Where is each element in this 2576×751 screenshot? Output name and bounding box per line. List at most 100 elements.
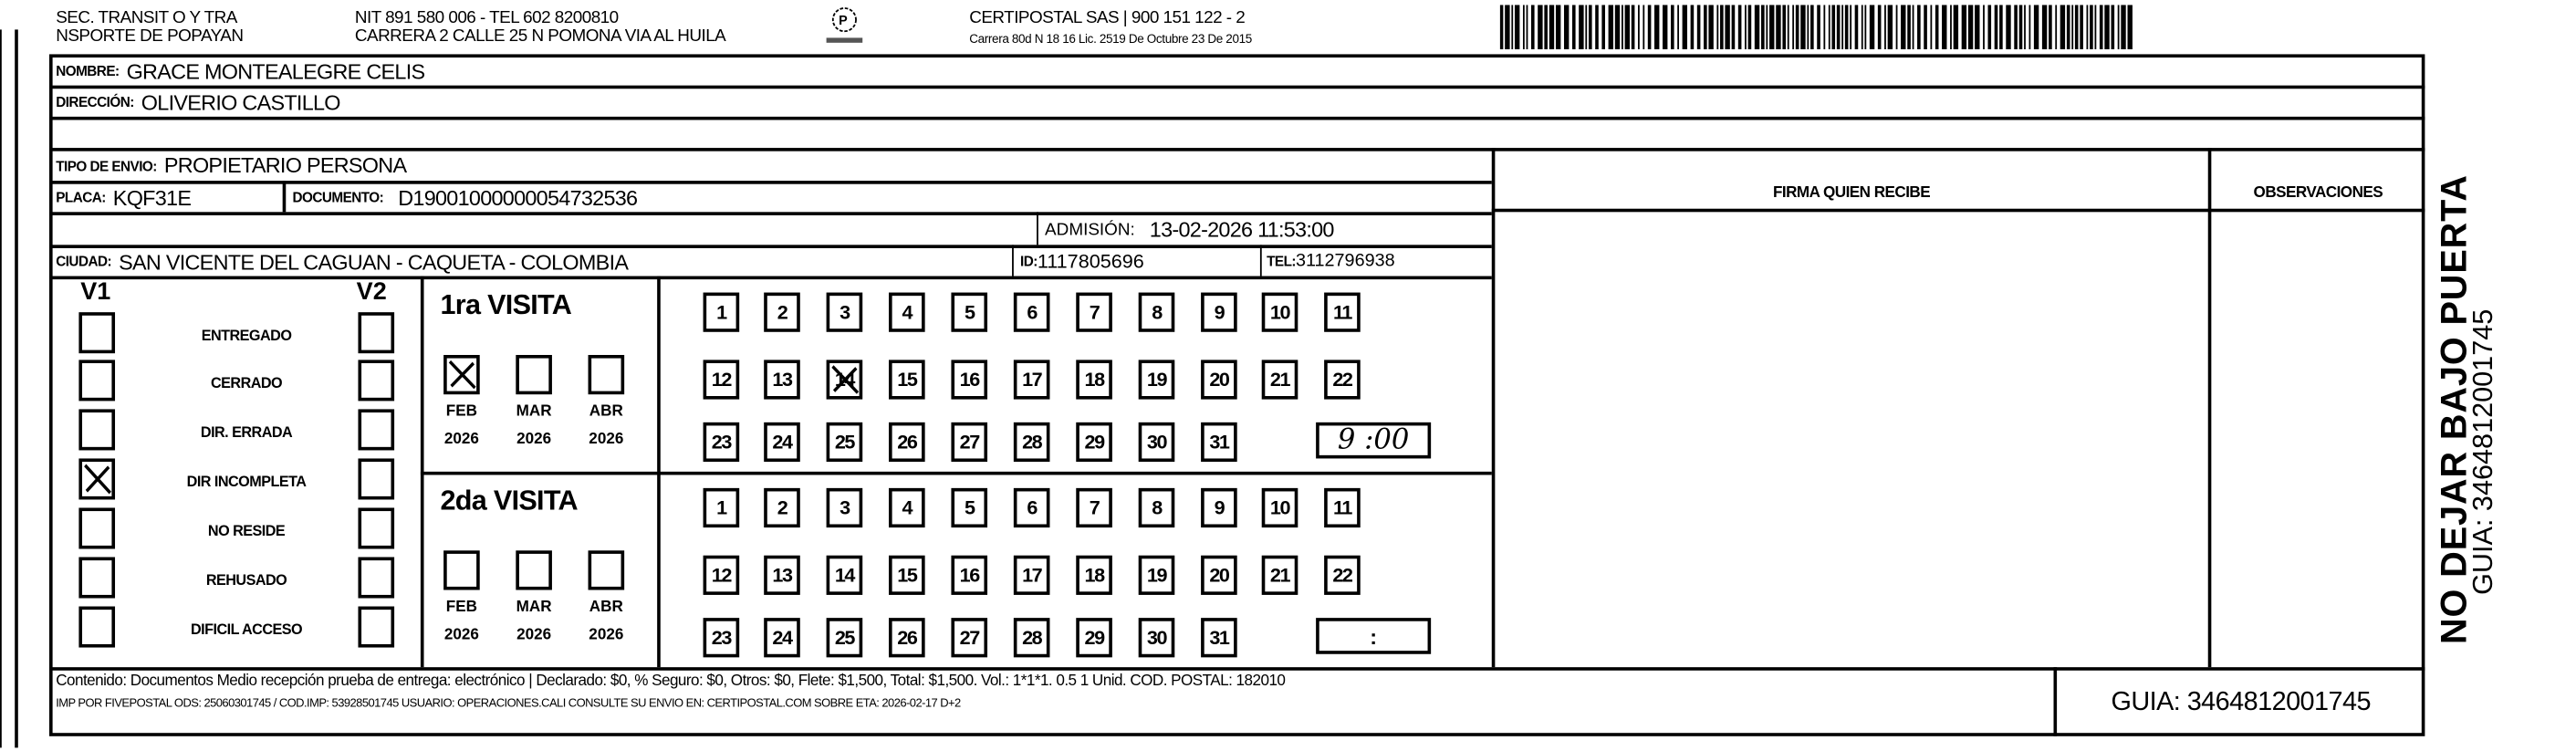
day-box-16[interactable]: 16 bbox=[951, 360, 988, 400]
month-checkbox-mar[interactable] bbox=[516, 354, 552, 395]
day-box-21[interactable]: 21 bbox=[1261, 555, 1298, 595]
day-box-4[interactable]: 4 bbox=[889, 292, 925, 332]
day-box-25[interactable]: 25 bbox=[826, 422, 863, 463]
day-box-13[interactable]: 13 bbox=[764, 555, 800, 595]
v1-checkbox[interactable] bbox=[78, 409, 116, 451]
day-box-15[interactable]: 15 bbox=[889, 360, 925, 400]
day-box-25[interactable]: 25 bbox=[826, 618, 863, 658]
day-box-29[interactable]: 29 bbox=[1076, 618, 1112, 658]
day-box-17[interactable]: 17 bbox=[1013, 360, 1050, 400]
time-field[interactable]: : bbox=[1316, 618, 1432, 654]
day-box-24[interactable]: 24 bbox=[764, 422, 800, 463]
day-box-26[interactable]: 26 bbox=[889, 618, 925, 658]
day-box-20[interactable]: 20 bbox=[1201, 360, 1237, 400]
day-box-20[interactable]: 20 bbox=[1201, 555, 1237, 595]
day-box-21[interactable]: 21 bbox=[1261, 360, 1298, 400]
v2-checkbox[interactable] bbox=[358, 507, 395, 549]
time-field[interactable]: 9 :00 bbox=[1316, 422, 1432, 459]
day-box-27[interactable]: 27 bbox=[951, 618, 988, 658]
day-box-6[interactable]: 6 bbox=[1013, 292, 1050, 332]
sender-line1: SEC. TRANSIT O Y TRA bbox=[56, 8, 237, 28]
day-box-14[interactable]: 14 bbox=[826, 360, 863, 400]
day-box-29[interactable]: 29 bbox=[1076, 422, 1112, 463]
v1-checkbox[interactable] bbox=[78, 458, 116, 500]
month-checkbox-abr[interactable] bbox=[588, 550, 625, 590]
day-box-3[interactable]: 3 bbox=[826, 292, 863, 332]
day-box-16[interactable]: 16 bbox=[951, 555, 988, 595]
day-box-19[interactable]: 19 bbox=[1138, 360, 1175, 400]
day-box-10[interactable]: 10 bbox=[1261, 292, 1298, 332]
day-box-4[interactable]: 4 bbox=[889, 487, 925, 528]
v2-checkbox[interactable] bbox=[358, 312, 395, 354]
v2-checkbox[interactable] bbox=[358, 606, 395, 648]
v1-checkbox[interactable] bbox=[78, 312, 116, 354]
day-box-9[interactable]: 9 bbox=[1201, 292, 1237, 332]
day-box-22[interactable]: 22 bbox=[1324, 555, 1361, 595]
day-box-30[interactable]: 30 bbox=[1138, 422, 1175, 463]
barcode-bar bbox=[1716, 5, 1719, 50]
day-number: 13 bbox=[772, 563, 793, 587]
day-box-12[interactable]: 12 bbox=[703, 360, 740, 400]
day-box-18[interactable]: 18 bbox=[1076, 555, 1112, 595]
status-label: CERRADO bbox=[210, 374, 283, 391]
barcode-bar bbox=[1708, 5, 1714, 50]
day-box-17[interactable]: 17 bbox=[1013, 555, 1050, 595]
month-checkbox-feb[interactable] bbox=[443, 550, 480, 590]
day-box-9[interactable]: 9 bbox=[1201, 487, 1237, 528]
barcode-bar bbox=[1942, 5, 1947, 50]
day-box-30[interactable]: 30 bbox=[1138, 618, 1175, 658]
day-number: 16 bbox=[959, 563, 981, 587]
day-box-28[interactable]: 28 bbox=[1013, 422, 1050, 463]
v2-checkbox[interactable] bbox=[358, 360, 395, 402]
signature-area[interactable] bbox=[1495, 212, 2207, 667]
day-box-11[interactable]: 11 bbox=[1324, 487, 1361, 528]
month-checkbox-mar[interactable] bbox=[516, 550, 552, 590]
day-box-26[interactable]: 26 bbox=[889, 422, 925, 463]
observaciones-area[interactable] bbox=[2211, 212, 2425, 667]
day-box-8[interactable]: 8 bbox=[1138, 292, 1175, 332]
day-box-28[interactable]: 28 bbox=[1013, 618, 1050, 658]
divider bbox=[282, 181, 287, 213]
month-checkbox-abr[interactable] bbox=[588, 354, 625, 395]
day-box-23[interactable]: 23 bbox=[703, 618, 740, 658]
v2-checkbox[interactable] bbox=[358, 557, 395, 599]
day-box-24[interactable]: 24 bbox=[764, 618, 800, 658]
month-checkbox-feb[interactable] bbox=[443, 354, 480, 395]
day-box-3[interactable]: 3 bbox=[826, 487, 863, 528]
v2-checkbox[interactable] bbox=[358, 409, 395, 451]
day-box-19[interactable]: 19 bbox=[1138, 555, 1175, 595]
day-box-10[interactable]: 10 bbox=[1261, 487, 1298, 528]
day-box-12[interactable]: 12 bbox=[703, 555, 740, 595]
day-box-2[interactable]: 2 bbox=[764, 292, 800, 332]
day-box-6[interactable]: 6 bbox=[1013, 487, 1050, 528]
v2-checkbox[interactable] bbox=[358, 458, 395, 500]
day-box-18[interactable]: 18 bbox=[1076, 360, 1112, 400]
ciudad-value: SAN VICENTE DEL CAGUAN - CAQUETA - COLOM… bbox=[119, 248, 629, 274]
day-box-11[interactable]: 11 bbox=[1324, 292, 1361, 332]
day-box-31[interactable]: 31 bbox=[1201, 422, 1237, 463]
day-box-23[interactable]: 23 bbox=[703, 422, 740, 463]
barcode-bar bbox=[1769, 5, 1775, 50]
day-box-1[interactable]: 1 bbox=[703, 292, 740, 332]
day-box-1[interactable]: 1 bbox=[703, 487, 740, 528]
day-box-8[interactable]: 8 bbox=[1138, 487, 1175, 528]
day-box-22[interactable]: 22 bbox=[1324, 360, 1361, 400]
day-box-14[interactable]: 14 bbox=[826, 555, 863, 595]
day-box-15[interactable]: 15 bbox=[889, 555, 925, 595]
barcode-bar bbox=[1643, 5, 1645, 50]
v1-checkbox[interactable] bbox=[78, 507, 116, 549]
day-box-5[interactable]: 5 bbox=[951, 487, 988, 528]
barcode-bar bbox=[1887, 5, 1893, 50]
barcode-bar bbox=[1654, 5, 1660, 50]
v2-label: V2 bbox=[356, 277, 387, 306]
day-box-13[interactable]: 13 bbox=[764, 360, 800, 400]
day-box-7[interactable]: 7 bbox=[1076, 292, 1112, 332]
day-box-7[interactable]: 7 bbox=[1076, 487, 1112, 528]
day-box-5[interactable]: 5 bbox=[951, 292, 988, 332]
day-box-31[interactable]: 31 bbox=[1201, 618, 1237, 658]
v1-checkbox[interactable] bbox=[78, 360, 116, 402]
day-box-2[interactable]: 2 bbox=[764, 487, 800, 528]
v1-checkbox[interactable] bbox=[78, 606, 116, 648]
v1-checkbox[interactable] bbox=[78, 557, 116, 599]
day-box-27[interactable]: 27 bbox=[951, 422, 988, 463]
